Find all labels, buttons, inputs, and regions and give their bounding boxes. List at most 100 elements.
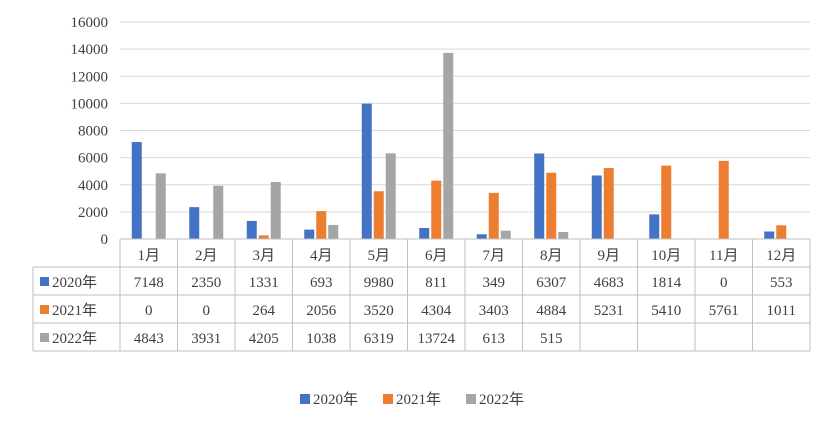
bar-2022年-4月 [328,224,339,239]
bar-2020年-4月 [304,229,315,239]
data-label: 4304 [421,303,452,319]
bar-2020年-8月 [534,153,545,239]
x-tick-label: 6月 [425,248,448,264]
data-label: 9980 [364,275,394,291]
legend-label: 2021年 [396,391,441,408]
x-tick-label: 2月 [195,248,218,264]
data-label: 4683 [594,275,624,291]
data-label: 3931 [191,331,221,347]
legend-label: 2022年 [479,391,524,408]
data-label: 4205 [249,331,279,347]
bar-2021年-3月 [258,235,269,239]
data-label: 4843 [134,331,164,347]
legend-label: 2020年 [313,391,358,408]
y-tick-label: 16000 [71,15,109,31]
bar-2020年-2月 [189,207,200,239]
table-series-name: 2021年 [52,302,97,319]
bar-2020年-5月 [361,103,372,240]
x-tick-label: 9月 [597,248,620,264]
x-tick-label: 1月 [137,248,160,264]
bar-2022年-8月 [558,232,569,239]
y-tick-label: 4000 [78,178,108,194]
data-label: 0 [145,303,153,319]
bar-2021年-5月 [373,191,384,239]
bar-2020年-3月 [246,220,257,239]
bar-2020年-9月 [591,175,602,239]
data-label: 515 [540,331,563,347]
legend-key [300,394,310,404]
bar-2020年-1月 [131,142,142,239]
data-label: 2350 [191,275,221,291]
data-label: 5410 [651,303,681,319]
table-legend-key [40,333,49,342]
legend-key [383,394,393,404]
bars [131,52,787,240]
table-series-name: 2020年 [52,274,97,291]
data-label: 6319 [364,331,394,347]
data-label: 4884 [536,303,567,319]
x-tick-label: 8月 [540,248,563,264]
data-label: 3520 [364,303,394,319]
data-label: 3403 [479,303,509,319]
data-label: 613 [483,331,506,347]
data-label: 1011 [767,303,796,319]
bar-2022年-2月 [213,185,224,239]
data-label: 811 [425,275,447,291]
y-tick-label: 14000 [71,42,109,58]
data-label: 5231 [594,303,624,319]
bar-2021年-8月 [546,172,557,239]
bar-2020年-10月 [649,214,660,239]
bar-2021年-6月 [431,180,442,239]
y-tick-label: 2000 [78,205,108,221]
data-label: 553 [770,275,793,291]
bar-2021年-9月 [603,168,614,239]
y-axis: 0 2000 4000 6000 8000 10000 12000 14000 16000 [71,15,109,248]
legend-key [466,394,476,404]
data-label: 349 [483,275,506,291]
y-tick-label: 6000 [78,151,108,167]
x-tick-label: 5月 [367,248,390,264]
x-tick-label: 7月 [482,248,505,264]
y-tick-label: 12000 [71,69,109,85]
data-label: 7148 [134,275,164,291]
data-label: 2056 [306,303,337,319]
y-tick-label: 8000 [78,124,108,140]
y-tick-label: 10000 [71,96,109,112]
data-label: 1331 [249,275,279,291]
gridlines [120,21,810,213]
bar-2020年-7月 [476,234,487,239]
data-label: 0 [203,303,211,319]
bar-2022年-1月 [155,173,166,239]
bar-2021年-12月 [776,225,787,239]
bar-2022年-6月 [443,52,454,239]
bar-2022年-7月 [500,230,511,239]
bar-2021年-11月 [718,160,729,239]
data-label: 1814 [651,275,682,291]
data-label: 13724 [418,331,456,347]
x-tick-label: 11月 [709,248,738,264]
bar-2021年-7月 [488,192,499,239]
x-tick-label: 12月 [766,248,796,264]
data-label: 5761 [709,303,739,319]
table-series-name: 2022年 [52,330,97,347]
table-legend-key [40,277,49,286]
bar-2021年-4月 [316,211,327,239]
x-tick-label: 4月 [310,248,333,264]
table-legend-key [40,305,49,314]
data-label: 6307 [536,275,567,291]
legend: 2020年 2021年 2022年 [300,391,524,408]
data-label: 0 [720,275,728,291]
x-tick-label: 3月 [252,248,275,264]
bar-2022年-3月 [270,181,281,239]
bar-2021年-10月 [661,165,672,239]
data-label: 1038 [306,331,336,347]
bar-2022年-5月 [385,153,396,239]
bar-2020年-6月 [419,228,430,239]
data-label: 264 [253,303,276,319]
data-label: 693 [310,275,333,291]
data-table: 1月 2月 3月 4月 5月 6月 7月 8月 9月 10月 11月 12月 2020年 7148 2350… [32,238,811,352]
bar-2020年-12月 [764,231,775,239]
y-tick-label: 0 [101,232,109,248]
x-tick-label: 10月 [651,248,681,264]
